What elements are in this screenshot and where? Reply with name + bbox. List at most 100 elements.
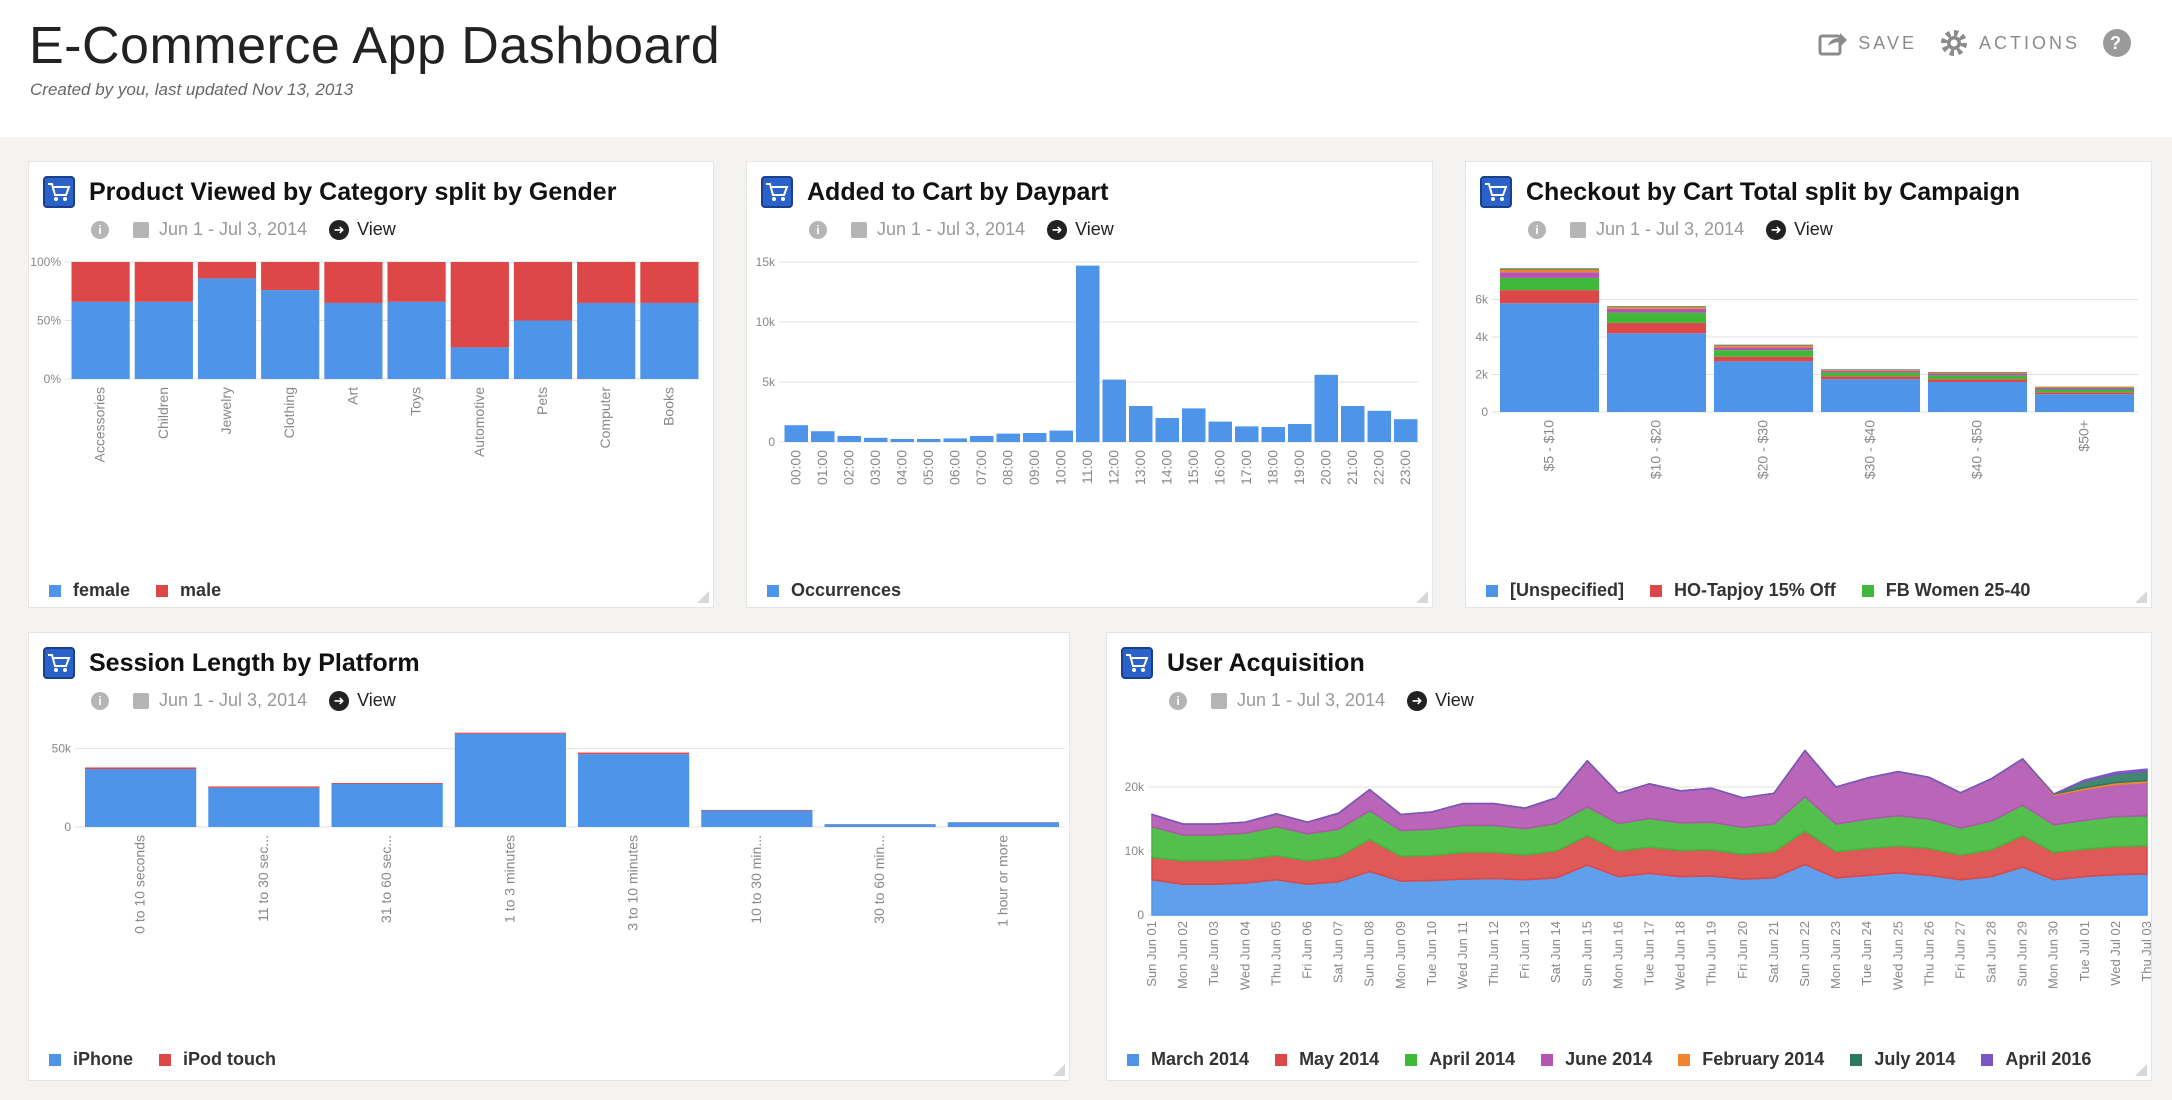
view-link[interactable]: ➜ View (1407, 690, 1474, 711)
x-tick-label: Mon Jun 16 (1610, 921, 1625, 989)
resize-handle-icon[interactable] (2135, 591, 2147, 603)
view-link[interactable]: ➜ View (1766, 219, 1833, 240)
view-link[interactable]: ➜ View (329, 690, 396, 711)
bar (454, 732, 566, 734)
bar (450, 347, 509, 379)
bar (1607, 333, 1706, 412)
panel-title: Session Length by Platform (89, 648, 420, 677)
legend-item[interactable]: FB Women 25-40 (1861, 580, 2030, 601)
panel-added-to-cart: Added to Cart by Daypart i Jun 1 - Jul 3… (746, 161, 1433, 608)
legend-swatch (49, 1053, 61, 1066)
date-range[interactable]: Jun 1 - Jul 3, 2014 (877, 219, 1026, 239)
legend-item[interactable]: April 2014 (1405, 1049, 1515, 1070)
date-range[interactable]: Jun 1 - Jul 3, 2014 (159, 219, 308, 239)
bar (970, 436, 994, 442)
panel-checkout: Checkout by Cart Total split by Campaign… (1465, 161, 2152, 608)
legend-item[interactable]: April 2016 (1981, 1049, 2091, 1070)
y-tick-label: 4k (1475, 330, 1489, 344)
arrow-right-icon: ➜ (1766, 219, 1787, 240)
x-tick-label: 3 to 10 minutes (625, 835, 641, 931)
legend-item[interactable]: female (49, 580, 130, 601)
x-tick-label: Mon Jun 02 (1175, 921, 1190, 989)
x-tick-label: Fri Jun 13 (1517, 921, 1532, 979)
date-range[interactable]: Jun 1 - Jul 3, 2014 (1596, 219, 1745, 239)
x-tick-label: Fri Jun 20 (1735, 921, 1750, 979)
date-range[interactable]: Jun 1 - Jul 3, 2014 (159, 690, 308, 710)
bar (1394, 419, 1418, 442)
legend-item[interactable]: iPhone (49, 1049, 133, 1070)
date-range[interactable]: Jun 1 - Jul 3, 2014 (1237, 690, 1386, 710)
bar (1928, 379, 2027, 382)
y-tick-label: 2k (1475, 368, 1489, 382)
bar (1049, 430, 1073, 442)
view-link[interactable]: ➜ View (329, 219, 396, 240)
area-series (1151, 749, 2148, 825)
info-icon[interactable]: i (1528, 220, 1546, 239)
share-icon (1818, 33, 1848, 56)
resize-handle-icon[interactable] (1053, 1064, 1065, 1076)
x-tick-label: 19:00 (1291, 450, 1307, 485)
x-tick-label: 15:00 (1185, 450, 1201, 485)
bar (1500, 290, 1599, 304)
bar (1714, 356, 1813, 362)
y-tick-label: 6k (1475, 293, 1489, 307)
x-tick-label: 20:00 (1317, 450, 1333, 485)
bar (1607, 312, 1706, 323)
bar (640, 302, 699, 379)
arrow-right-icon: ➜ (329, 219, 350, 240)
bar (454, 733, 566, 827)
bar (1607, 308, 1706, 313)
legend-item[interactable]: iPod touch (159, 1049, 276, 1070)
bar (1928, 372, 2027, 374)
bar (197, 278, 257, 379)
legend-item[interactable]: March 2014 (1127, 1049, 1249, 1070)
y-tick-label: 100% (30, 255, 61, 269)
x-tick-label: Mon Jun 09 (1393, 921, 1408, 989)
bar (134, 301, 193, 379)
x-tick-label: 03:00 (867, 450, 883, 485)
legend: Occurrences (767, 580, 901, 601)
y-tick-label: 50% (37, 314, 61, 328)
bar (1155, 418, 1179, 442)
bar (811, 431, 835, 442)
x-tick-label: Sun Jun 29 (2015, 921, 2030, 987)
save-button[interactable]: SAVE (1818, 30, 1917, 56)
bar (85, 769, 197, 827)
info-icon[interactable]: i (91, 220, 109, 239)
bar (2035, 392, 2134, 395)
x-tick-label: $10 - $20 (1648, 420, 1664, 479)
legend-item[interactable]: Occurrences (767, 580, 901, 601)
x-tick-label: Wed Jul 02 (2108, 921, 2123, 986)
view-link[interactable]: ➜ View (1047, 219, 1114, 240)
y-tick-label: 5k (762, 375, 776, 389)
x-tick-label: 11 to 30 sec... (255, 835, 271, 922)
actions-button[interactable]: ACTIONS (1939, 28, 2080, 58)
info-icon[interactable]: i (1169, 691, 1187, 710)
bar (996, 433, 1020, 442)
legend-item[interactable]: June 2014 (1541, 1049, 1652, 1070)
help-button[interactable]: ? (2102, 28, 2132, 58)
bar (577, 302, 636, 379)
info-icon[interactable]: i (91, 691, 109, 710)
bar (1607, 322, 1706, 334)
legend-swatch (1981, 1053, 1994, 1066)
legend-item[interactable]: HO-Tapjoy 15% Off (1650, 580, 1836, 601)
bar (1261, 427, 1285, 442)
legend-item[interactable]: May 2014 (1275, 1049, 1379, 1070)
resize-handle-icon[interactable] (1416, 591, 1428, 603)
bar (1076, 265, 1100, 442)
info-icon[interactable]: i (809, 220, 827, 239)
x-tick-label: Sat Jun 28 (1984, 921, 1999, 983)
legend-item[interactable]: July 2014 (1850, 1049, 1955, 1070)
header-actions: SAVE ACTIONS ? (1818, 28, 2132, 58)
resize-handle-icon[interactable] (697, 591, 709, 603)
x-tick-label: Tue Jul 01 (2077, 921, 2092, 981)
x-tick-label: Wed Jun 25 (1890, 921, 1905, 990)
resize-handle-icon[interactable] (2135, 1064, 2147, 1076)
bar (513, 262, 573, 321)
legend-item[interactable]: male (156, 580, 221, 601)
chart-added-to-cart: 0 5k 10k 15k 00:00 01:00 02:00 03:00 04:00 05:00 0… (756, 255, 1419, 485)
legend-item[interactable]: [Unspecified] (1486, 580, 1624, 601)
panel-title: Product Viewed by Category split by Gend… (89, 177, 617, 206)
legend-item[interactable]: February 2014 (1678, 1049, 1824, 1070)
